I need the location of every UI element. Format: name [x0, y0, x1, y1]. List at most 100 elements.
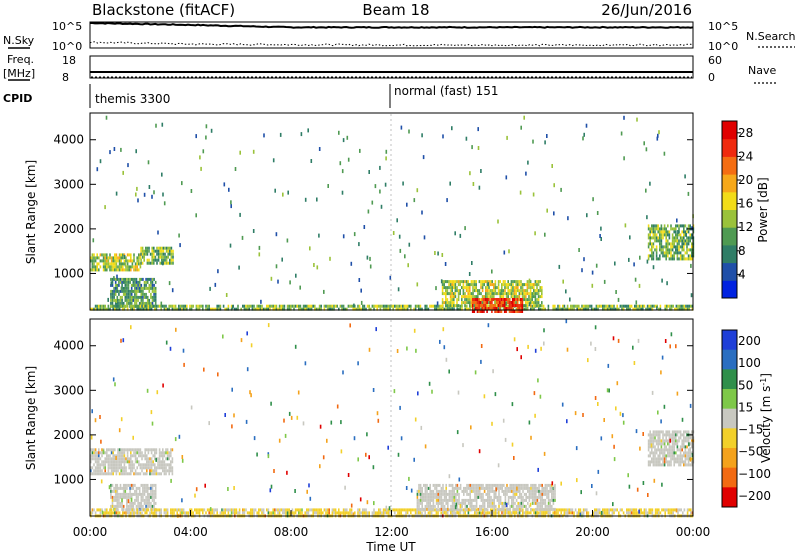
- heatmap-cell: [657, 454, 659, 458]
- heatmap-cell: [647, 254, 650, 258]
- heatmap-cell: [347, 473, 350, 477]
- heatmap-cell: [134, 501, 136, 505]
- heatmap-cell: [171, 448, 174, 452]
- heatmap-cell: [162, 258, 165, 262]
- heatmap-cell: [318, 508, 321, 512]
- heatmap-cell: [105, 115, 108, 120]
- heatmap-cell: [158, 508, 161, 512]
- heatmap-cell: [434, 508, 436, 512]
- heatmap-cell: [543, 498, 545, 502]
- heatmap-cell: [518, 310, 520, 313]
- heatmap-cell: [544, 486, 547, 490]
- heatmap-cell: [691, 254, 693, 258]
- heatmap-cell: [309, 508, 311, 512]
- heatmap-cell: [159, 252, 161, 256]
- heatmap-cell: [642, 481, 645, 485]
- heatmap-cell: [520, 483, 523, 487]
- heatmap-cell: [163, 508, 166, 512]
- heatmap-cell: [483, 298, 485, 301]
- heatmap-cell: [486, 298, 488, 301]
- heatmap-cell: [495, 310, 498, 313]
- heatmap-cell: [195, 304, 198, 308]
- heatmap-cell: [439, 483, 441, 487]
- heatmap-cell: [421, 307, 423, 311]
- heatmap-cell: [419, 507, 422, 511]
- heatmap-cell: [507, 286, 509, 290]
- heatmap-cell: [130, 259, 132, 263]
- heatmap-cell: [130, 463, 132, 467]
- heatmap-cell: [145, 486, 147, 490]
- heatmap-cell: [143, 483, 146, 487]
- heatmap-cell: [120, 262, 122, 266]
- heatmap-cell: [565, 508, 567, 512]
- heatmap-cell: [541, 498, 543, 502]
- heatmap-cell: [627, 304, 630, 308]
- heatmap-cell: [270, 304, 273, 308]
- heatmap-cell: [477, 489, 479, 493]
- heatmap-cell: [91, 511, 94, 515]
- heatmap-cell: [136, 457, 138, 461]
- heatmap-cell: [130, 457, 132, 461]
- heatmap-cell: [533, 304, 535, 308]
- heatmap-cell: [523, 289, 525, 293]
- heatmap-cell: [110, 283, 112, 287]
- heatmap-cell: [655, 257, 658, 261]
- heatmap-cell: [516, 307, 519, 310]
- heatmap-cell: [523, 298, 525, 302]
- heatmap-cell: [123, 466, 126, 470]
- heatmap-cell: [122, 286, 125, 290]
- heatmap-cell: [130, 325, 132, 330]
- heatmap-cell: [520, 507, 523, 511]
- heatmap-cell: [501, 295, 503, 299]
- heatmap-cell: [513, 304, 516, 307]
- freq-tick-top: 18: [62, 54, 76, 67]
- heatmap-cell: [116, 277, 119, 281]
- heatmap-cell: [198, 508, 201, 512]
- heatmap-cell: [139, 472, 142, 476]
- heatmap-cell: [443, 492, 446, 496]
- heatmap-cell: [213, 511, 215, 515]
- heatmap-cell: [302, 307, 305, 311]
- heatmap-cell: [131, 454, 134, 458]
- heatmap-cell: [118, 492, 120, 496]
- heatmap-cell: [195, 508, 198, 512]
- heatmap-cell: [384, 304, 386, 308]
- heatmap-cell: [667, 251, 669, 255]
- heatmap-cell: [93, 508, 95, 512]
- heatmap-cell: [494, 511, 497, 515]
- heatmap-cell: [487, 483, 489, 487]
- heatmap-cell: [513, 292, 516, 296]
- heatmap-cell: [477, 486, 479, 490]
- heatmap-cell: [150, 483, 152, 487]
- heatmap-cell: [91, 256, 94, 260]
- heatmap-cell: [122, 170, 124, 175]
- heatmap-cell: [451, 507, 454, 511]
- heatmap-cell: [533, 286, 535, 290]
- heatmap-cell: [539, 483, 542, 487]
- heatmap-cell: [627, 511, 630, 515]
- heatmap-cell: [223, 182, 226, 187]
- heatmap-cell: [648, 307, 650, 311]
- heatmap-cell: [238, 265, 240, 270]
- heatmap-cell: [687, 242, 690, 246]
- heatmap-cell: [169, 258, 171, 262]
- heatmap-cell: [154, 483, 157, 487]
- heatmap-cell: [124, 298, 127, 302]
- heatmap-cell: [449, 304, 452, 308]
- heatmap-cell: [138, 295, 141, 299]
- heatmap-cell: [495, 298, 498, 301]
- heatmap-cell: [134, 451, 137, 455]
- heatmap-cell: [117, 460, 119, 464]
- heatmap-cell: [143, 492, 146, 496]
- heatmap-cell: [382, 304, 385, 308]
- heatmap-cell: [112, 448, 114, 452]
- heatmap-cell: [353, 436, 356, 441]
- heatmap-cell: [120, 286, 123, 291]
- heatmap-cell: [443, 301, 445, 305]
- heatmap-cell: [154, 307, 156, 311]
- heatmap-cell: [666, 307, 668, 311]
- heatmap-cell: [463, 489, 465, 493]
- heatmap-cell: [687, 460, 690, 464]
- heatmap-cell: [93, 253, 95, 257]
- heatmap-cell: [504, 289, 506, 293]
